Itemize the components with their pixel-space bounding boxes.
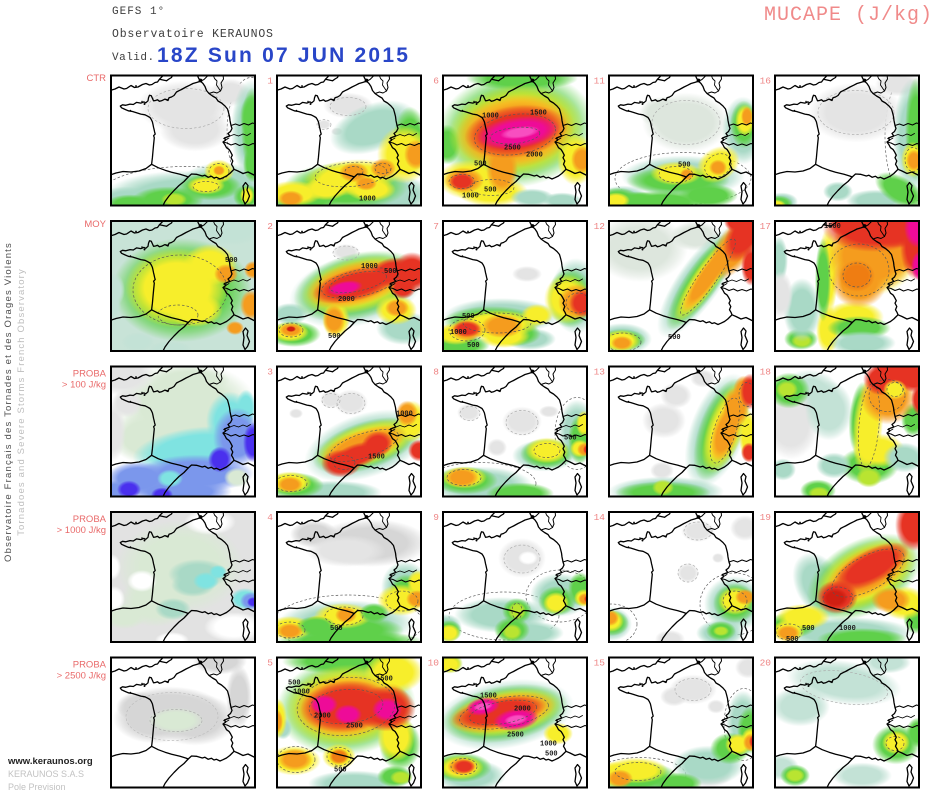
svg-text:1000: 1000	[396, 411, 413, 419]
svg-text:1: 1	[267, 76, 273, 87]
svg-text:500: 500	[288, 680, 301, 688]
svg-text:1500: 1500	[376, 676, 393, 684]
svg-text:CTR: CTR	[86, 73, 106, 84]
svg-text:12: 12	[594, 221, 606, 232]
svg-text:11: 11	[594, 76, 606, 87]
svg-text:6: 6	[433, 76, 439, 87]
svg-text:1500: 1500	[368, 454, 385, 462]
svg-text:1500: 1500	[480, 693, 497, 701]
svg-text:500: 500	[328, 333, 341, 341]
svg-text:2500: 2500	[507, 732, 524, 740]
svg-text:4: 4	[267, 512, 273, 523]
svg-text:14: 14	[594, 512, 606, 523]
svg-text:500: 500	[467, 342, 480, 350]
svg-text:1000: 1000	[361, 263, 378, 271]
svg-text:5: 5	[267, 658, 273, 669]
svg-text:1000: 1000	[482, 113, 499, 121]
svg-text:8: 8	[433, 367, 439, 378]
svg-text:PROBA: PROBA	[73, 514, 107, 525]
svg-text:2: 2	[267, 221, 273, 232]
svg-text:Valid.: Valid.	[112, 52, 155, 64]
svg-text:2000: 2000	[338, 296, 355, 304]
svg-text:13: 13	[594, 367, 606, 378]
svg-text:500: 500	[545, 751, 558, 759]
svg-text:2000: 2000	[514, 706, 531, 714]
svg-text:500: 500	[330, 625, 343, 633]
svg-text:Tornadoes and Severe Storms Fr: Tornadoes and Severe Storms French Obser…	[16, 268, 27, 536]
svg-text:1500: 1500	[530, 110, 547, 118]
svg-text:500: 500	[225, 257, 238, 265]
svg-text:> 2500 J/kg: > 2500 J/kg	[57, 671, 106, 682]
svg-text:17: 17	[760, 221, 771, 232]
svg-text:2000: 2000	[314, 713, 331, 721]
svg-text:Observatoire KERAUNOS: Observatoire KERAUNOS	[112, 28, 274, 41]
svg-text:19: 19	[760, 512, 772, 523]
svg-text:1000: 1000	[359, 196, 376, 204]
svg-text:PROBA: PROBA	[73, 660, 107, 671]
svg-text:1500: 1500	[824, 223, 841, 231]
svg-text:2500: 2500	[346, 723, 363, 731]
svg-text:Observatoire Français des Torn: Observatoire Français des Tornades et de…	[3, 242, 14, 562]
svg-text:1000: 1000	[450, 329, 467, 337]
svg-text:500: 500	[334, 767, 347, 775]
svg-text:2000: 2000	[526, 152, 543, 160]
svg-text:MOY: MOY	[84, 219, 106, 230]
svg-text:500: 500	[564, 435, 577, 443]
svg-text:20: 20	[760, 658, 772, 669]
svg-text:15: 15	[594, 658, 606, 669]
svg-text:500: 500	[786, 636, 799, 644]
svg-text:500: 500	[668, 334, 681, 342]
svg-text:500: 500	[384, 268, 397, 276]
svg-text:500: 500	[474, 161, 487, 169]
svg-text:GEFS 1°: GEFS 1°	[112, 6, 165, 18]
svg-text:Pole Prevision: Pole Prevision	[8, 782, 66, 792]
svg-text:1000: 1000	[293, 689, 310, 697]
svg-text:www.keraunos.org: www.keraunos.org	[7, 756, 93, 767]
svg-text:500: 500	[802, 625, 815, 633]
svg-text:PROBA: PROBA	[73, 369, 107, 380]
svg-text:18: 18	[760, 367, 772, 378]
svg-text:2500: 2500	[504, 145, 521, 153]
svg-text:500: 500	[678, 162, 691, 170]
svg-text:1000: 1000	[540, 741, 557, 749]
svg-text:18Z Sun 07 JUN 2015: 18Z Sun 07 JUN 2015	[157, 44, 410, 67]
svg-text:7: 7	[433, 221, 439, 232]
svg-text:16: 16	[760, 76, 772, 87]
svg-text:1000: 1000	[839, 625, 856, 633]
svg-text:1000: 1000	[462, 193, 479, 201]
svg-text:MUCAPE (J/kg): MUCAPE (J/kg)	[764, 4, 933, 27]
svg-text:500: 500	[484, 187, 497, 195]
svg-text:10: 10	[428, 658, 440, 669]
svg-text:3: 3	[267, 367, 273, 378]
svg-text:KERAUNOS S.A.S: KERAUNOS S.A.S	[8, 769, 84, 779]
svg-text:9: 9	[433, 512, 439, 523]
svg-text:> 100 J/kg: > 100 J/kg	[62, 380, 106, 391]
svg-text:> 1000 J/kg: > 1000 J/kg	[57, 525, 106, 536]
